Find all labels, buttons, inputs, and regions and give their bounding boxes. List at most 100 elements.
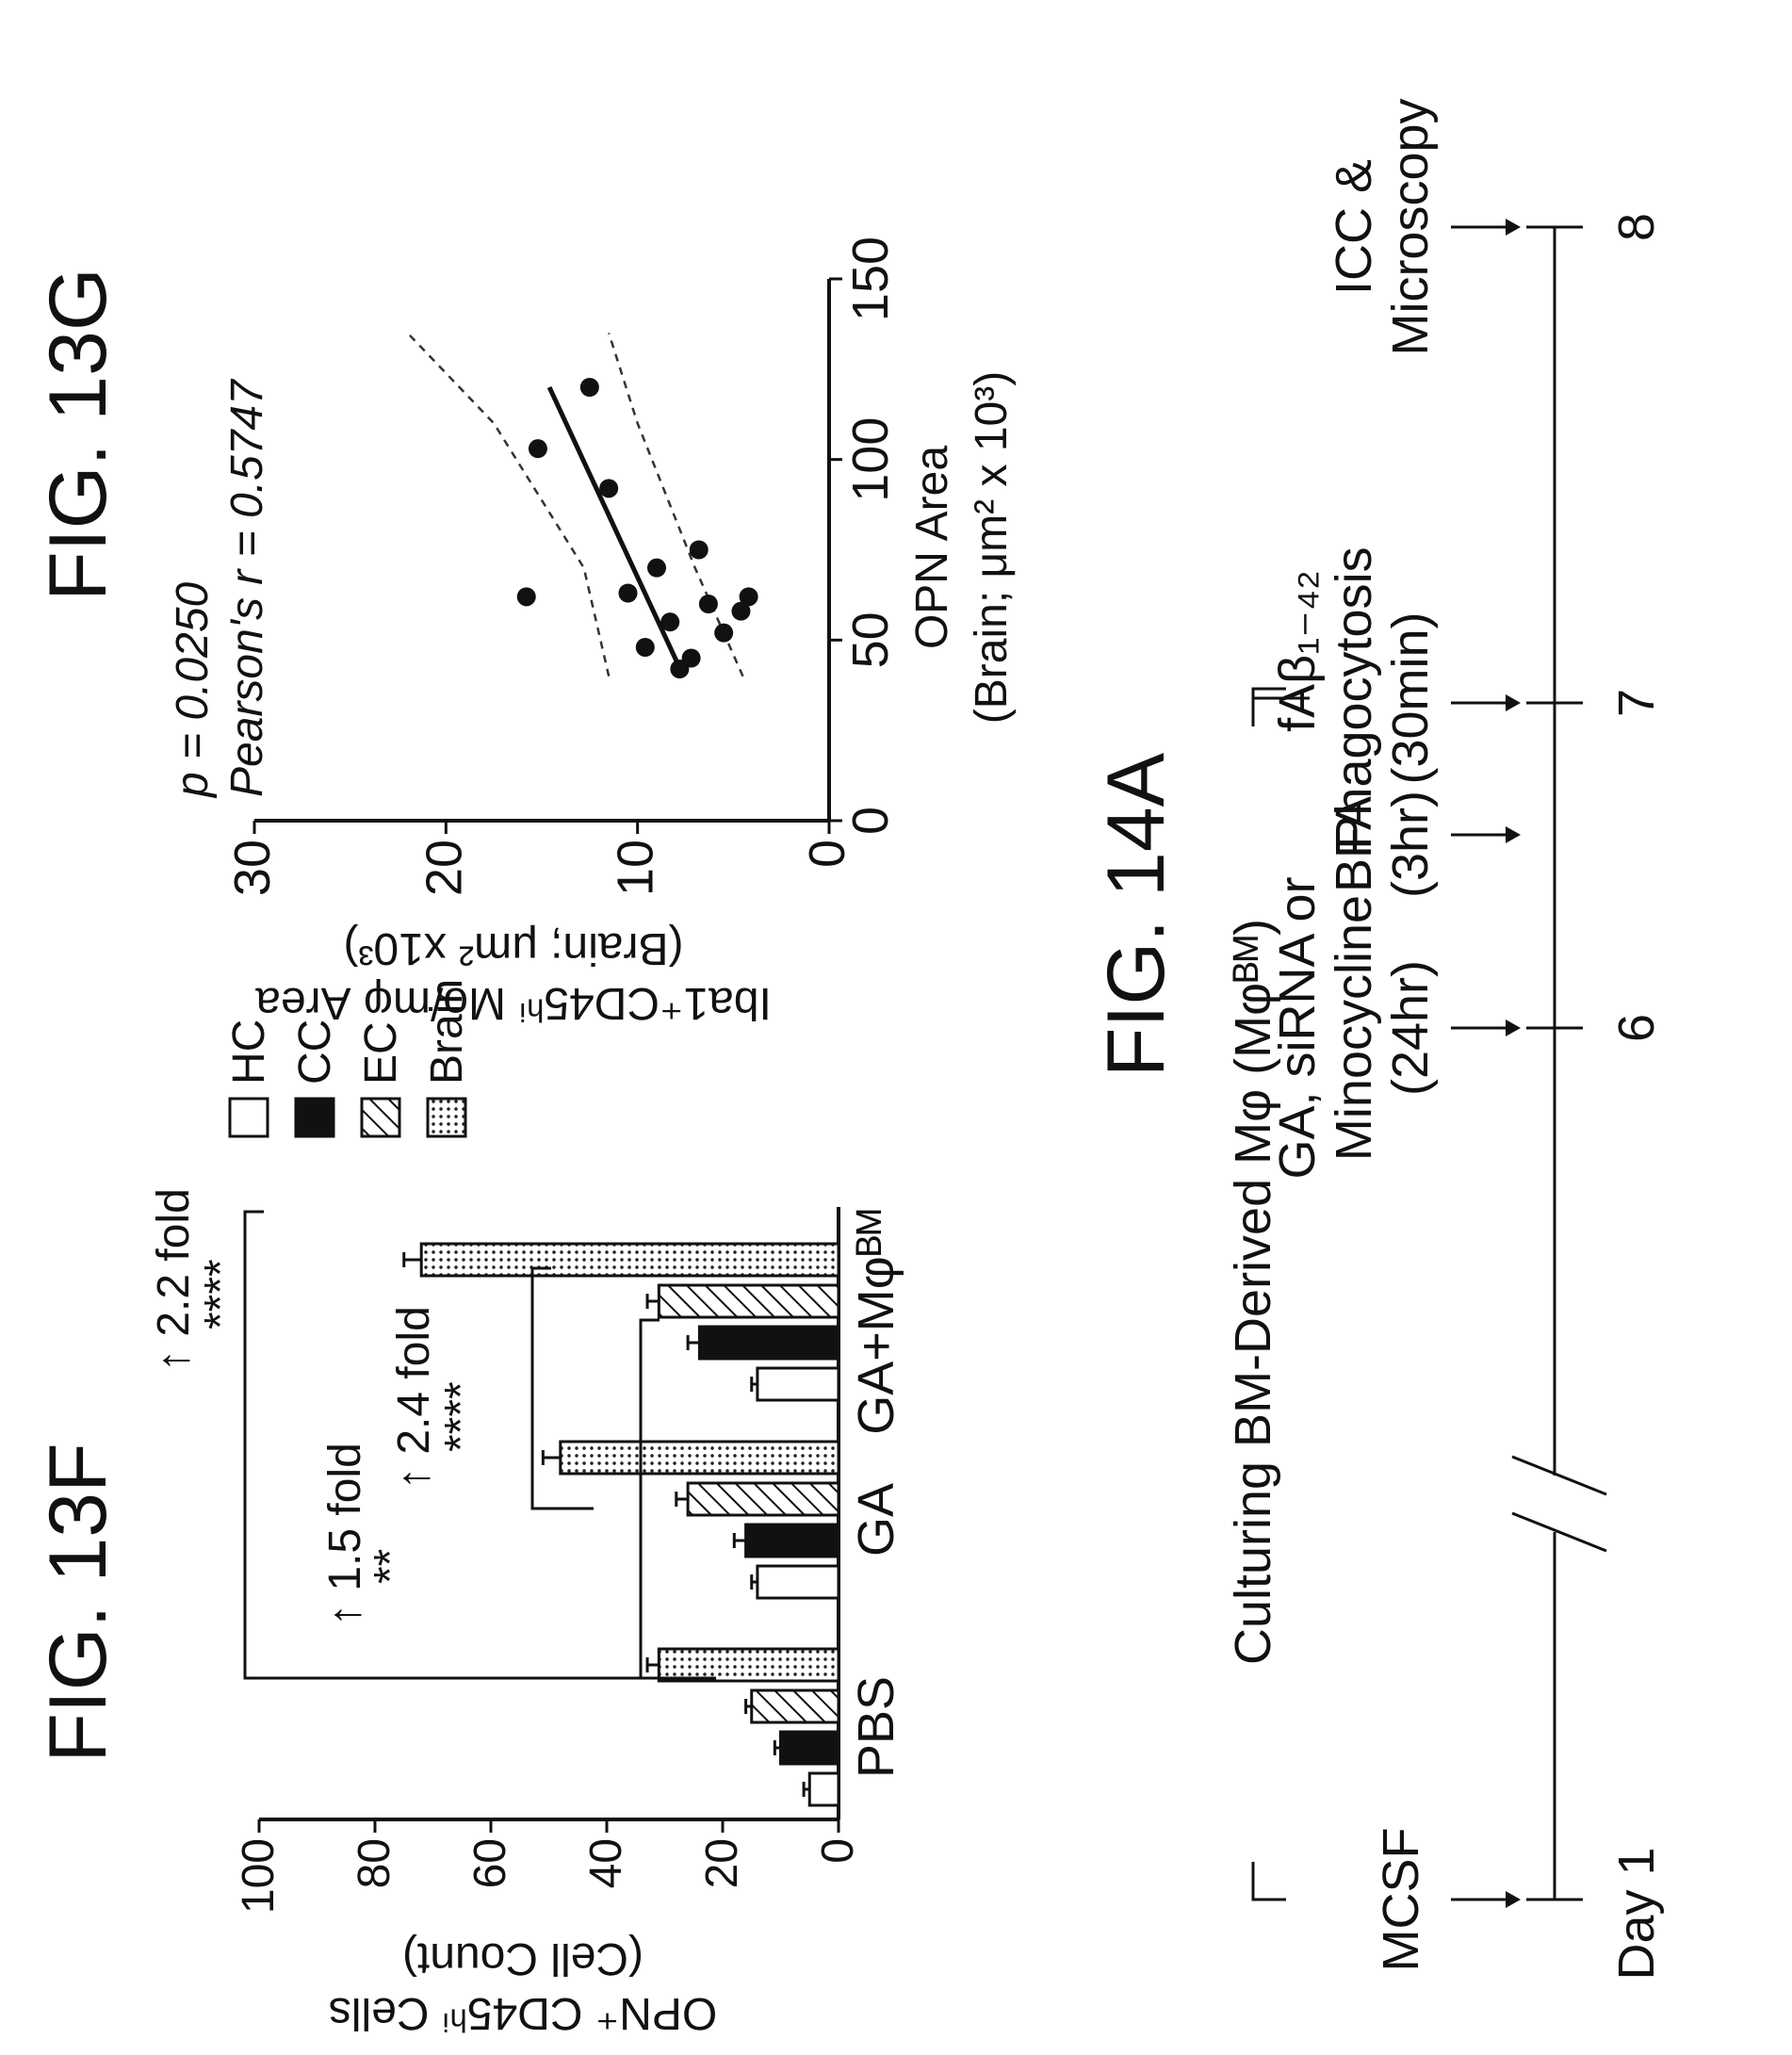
bar-category-label: GA+Mφᴮᴹ (848, 1209, 904, 1435)
event-ga-line1: GA, siRNA or (1269, 876, 1326, 1179)
event-icc-line1: ICC & (1326, 159, 1382, 295)
legend-label-ec: EC (356, 1021, 406, 1085)
scatter-xlabel-line2: (Brain; μm² x 10³) (967, 371, 1017, 724)
scatter-point (698, 595, 718, 613)
culture-bracket-label: Culturing BM-Derived Mφ (Mφᴮᴹ) (1225, 919, 1281, 1665)
scatter-point (681, 648, 701, 668)
ci-lower-line (608, 333, 744, 677)
scatter-point (635, 638, 655, 657)
legend-swatch-brain (426, 1097, 467, 1138)
bar-ec (657, 1283, 840, 1319)
bar-chart-13f: OPN⁺ CD45ʰⁱ Cells (Cell Count) 0 20 40 60 80… (149, 979, 904, 2038)
legend-swatch-ec (360, 1097, 401, 1138)
scatter-point (739, 587, 758, 607)
event-phago-line1: Phagocytosis (1326, 546, 1382, 849)
scatter-point (516, 587, 536, 607)
scatter-x-tick-label: 150 (842, 236, 899, 321)
fig14a-label: FIG. 14A (1091, 752, 1181, 1077)
scatter-x-tick-label: 50 (842, 612, 899, 668)
scatter-x-tick-label: 100 (842, 417, 899, 502)
scatter-stat-r: Pearson's r = 0.5747 (222, 378, 272, 797)
event-mcsf: MCSF (1373, 1828, 1429, 1972)
event-icc-line2: Microscopy (1382, 98, 1439, 355)
fig13g-label: FIG. 13G (33, 268, 123, 601)
bar-y-tick-label: 100 (234, 1838, 284, 1914)
culture-bracket (1251, 687, 1286, 1901)
bar-ylabel-line1: OPN⁺ CD45ʰⁱ Cells (329, 1988, 717, 2038)
bar-hc (807, 1771, 840, 1807)
scatter-point (660, 612, 680, 632)
bar-category-label: GA (848, 1483, 904, 1557)
regression-line (546, 385, 686, 677)
fig13f-label: FIG. 13F (33, 1443, 123, 1762)
annotation-fold: ↑ 2.2 fold (149, 1188, 199, 1372)
scatter-y-tick-label: 0 (799, 840, 855, 868)
annotation-stars: **** (436, 1381, 486, 1452)
bar-brain (657, 1647, 840, 1683)
bracket-2-2-fold (243, 1210, 641, 1680)
phago-bracket-label: fAβ₁₋₄₂ (1269, 570, 1326, 732)
scatter-point (689, 540, 709, 560)
bar-marks: PBS GA GA+Mφᴮᴹ (402, 1209, 904, 1807)
scatter-axes: 0 10 20 30 0 50 100 150 (224, 236, 899, 896)
scatter-y-tick-label: 30 (224, 840, 281, 896)
legend-label-brain: Brain (422, 979, 472, 1085)
bar-ylabel-line2: (Cell Count) (402, 1933, 643, 1983)
bar-cc (779, 1730, 840, 1766)
legend-swatch-hc (228, 1097, 269, 1138)
timeline-arrow-icc (1451, 219, 1521, 236)
scatter-ylabel-line2: (Brain; μm² x10³) (343, 923, 683, 973)
scatter-point (528, 439, 547, 459)
annotation-stars: **** (196, 1259, 246, 1329)
scatter-ylabel-line1: Iba1⁺CD45ʰⁱ Mo/mφ Area (255, 978, 772, 1028)
bar-y-tick-label: 40 (581, 1838, 631, 1888)
scatter-point (731, 601, 751, 621)
event-ga-line3: (24hr) (1382, 960, 1439, 1096)
timeline-day-6: 6 (1608, 1014, 1665, 1042)
scatter-point (618, 583, 638, 603)
timeline-day-8: 8 (1608, 213, 1665, 241)
event-bfa-line2: (3hr) (1382, 791, 1439, 898)
bar-axes: 0 20 40 60 80 100 (234, 1207, 863, 1914)
legend-label-hc: HC (224, 1019, 274, 1085)
bracket-1-5-fold (639, 1318, 716, 1680)
bar-y-tick-label: 80 (350, 1838, 399, 1888)
bracket-2-4-fold (530, 1266, 594, 1510)
bar-brain (559, 1440, 840, 1476)
event-bfa-line1: BFA (1326, 796, 1382, 892)
bar-y-tick-label: 60 (465, 1838, 515, 1888)
event-phago-line2: (30min) (1382, 612, 1439, 784)
timeline-break-mark-2 (1511, 1455, 1607, 1496)
scatter-xlabel-line1: OPN Area (907, 446, 957, 649)
bar-brain (419, 1242, 840, 1278)
annotation-fold: ↑ 1.5 fold (320, 1443, 370, 1626)
scatter-x-tick-label: 0 (842, 807, 899, 835)
timeline-arrow-ga (1451, 1019, 1521, 1036)
timeline-arrow-mcsf (1451, 1891, 1521, 1908)
bar-hc (756, 1366, 840, 1402)
scatter-marks (406, 332, 758, 678)
bar-category-label: PBS (848, 1676, 904, 1778)
ci-upper-line (406, 332, 611, 677)
legend-swatch-cc (294, 1097, 335, 1138)
scatter-y-tick-label: 10 (608, 840, 664, 896)
bar-ec (750, 1688, 840, 1724)
timeline-day-7: 7 (1608, 689, 1665, 717)
bar-ec (686, 1481, 840, 1517)
scatter-y-tick-label: 20 (415, 840, 472, 896)
scatter-point (647, 558, 666, 578)
timeline-arrow-phago (1451, 694, 1521, 711)
annotation-stars: ** (366, 1549, 415, 1584)
scatter-chart-13g: Iba1⁺CD45ʰⁱ Mo/mφ Area (Brain; μm² x10³)… (168, 236, 1017, 1028)
bar-legend: HC CC EC Brain (224, 979, 472, 1138)
timeline-14a: Day 1 6 7 8 (1225, 98, 1665, 1980)
bar-y-tick-label: 0 (813, 1838, 863, 1864)
event-ga-line2: Minocycline (1326, 895, 1382, 1161)
scatter-stat-p: p = 0.0250 (168, 581, 218, 799)
bar-hc (756, 1564, 840, 1600)
timeline-arrow-bfa (1451, 826, 1521, 843)
scatter-point (579, 378, 599, 397)
scatter-point (599, 479, 619, 498)
timeline-day-1: Day 1 (1608, 1847, 1665, 1980)
